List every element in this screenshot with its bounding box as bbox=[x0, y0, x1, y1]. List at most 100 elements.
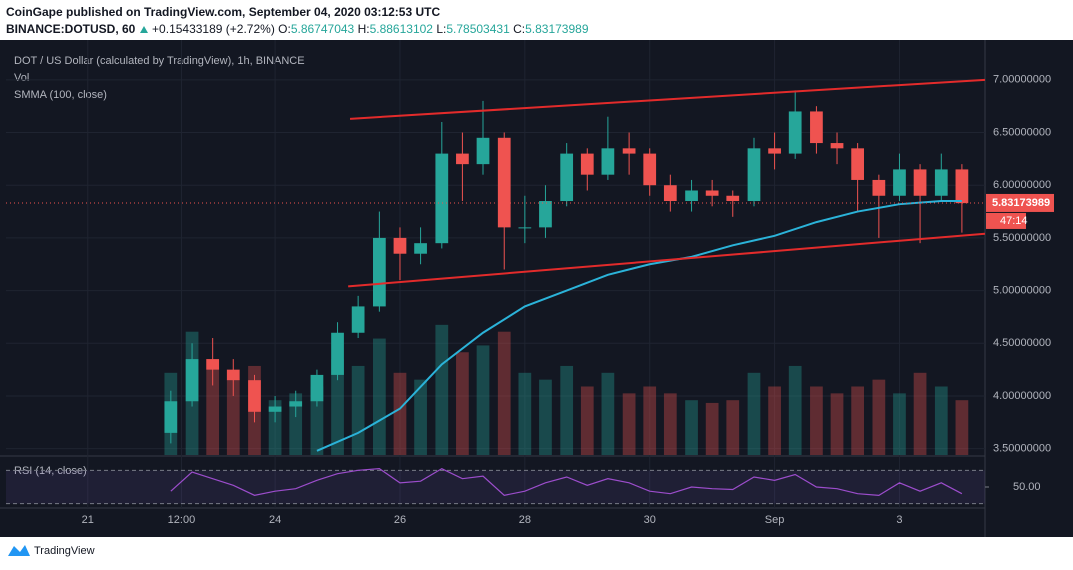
candle-body bbox=[872, 179, 886, 196]
candle-body bbox=[414, 243, 427, 254]
candle-body bbox=[851, 148, 864, 180]
candle-body bbox=[268, 406, 282, 412]
volume-bar bbox=[310, 386, 324, 455]
rsi-tick-label: 50.00 bbox=[1013, 481, 1041, 493]
x-tick-label: 24 bbox=[269, 514, 281, 526]
volume-bar bbox=[643, 386, 657, 455]
change: +0.15433189 (+2.72%) bbox=[152, 22, 275, 36]
candle-body bbox=[622, 148, 636, 154]
candle-body bbox=[726, 195, 740, 202]
rsi-legend: RSI (14, close) bbox=[14, 465, 87, 477]
y-tick-label: 5.50000000 bbox=[993, 232, 1051, 244]
volume-bar bbox=[373, 338, 386, 455]
ohlc-label: H: bbox=[357, 22, 370, 36]
smma-legend: SMMA (100, close) bbox=[14, 89, 107, 101]
footer-logo: TradingView bbox=[8, 545, 95, 557]
rsi-line bbox=[170, 467, 963, 496]
volume-legend: Vol bbox=[14, 72, 29, 84]
volume-bar bbox=[414, 379, 427, 455]
trend-line bbox=[348, 232, 986, 288]
candle-body bbox=[248, 380, 261, 412]
candle-body bbox=[788, 111, 802, 154]
header: CoinGape published on TradingView.com, S… bbox=[6, 4, 589, 38]
volume-bar bbox=[747, 372, 761, 455]
last-price-box bbox=[986, 193, 1054, 212]
x-tick-label: 12:00 bbox=[168, 514, 196, 526]
candle-body bbox=[331, 332, 344, 375]
trend-line bbox=[349, 78, 986, 120]
volume-bar bbox=[851, 386, 864, 455]
candle-body bbox=[497, 137, 511, 228]
volume-bar bbox=[539, 379, 552, 455]
ohlc: O:5.86747043 H:5.88613102 L:5.78503431 C… bbox=[278, 22, 588, 36]
volume-bar bbox=[331, 359, 344, 455]
volume-bar bbox=[913, 372, 927, 455]
volume-bar bbox=[580, 386, 594, 455]
y-tick-label: 7.00000000 bbox=[993, 74, 1051, 86]
candle-body bbox=[560, 153, 574, 202]
candle-body bbox=[456, 153, 469, 165]
candle-body bbox=[518, 227, 532, 229]
y-tick-label: 4.50000000 bbox=[993, 337, 1051, 349]
grid bbox=[6, 40, 985, 508]
volume-bar bbox=[893, 393, 906, 455]
ohlc-value: 5.83173989 bbox=[525, 22, 589, 36]
volume-bar bbox=[601, 372, 615, 455]
candle-body bbox=[476, 137, 490, 165]
volume-bar bbox=[830, 393, 844, 455]
candle-body bbox=[539, 201, 552, 228]
y-tick-label: 6.00000000 bbox=[993, 179, 1051, 191]
footer-brand: TradingView bbox=[34, 545, 95, 557]
candle-body bbox=[768, 148, 781, 154]
candle-body bbox=[185, 359, 199, 402]
x-tick-label: 26 bbox=[394, 514, 406, 526]
countdown-label: 47:14 bbox=[1000, 215, 1028, 227]
last-price-label: 5.83173989 bbox=[992, 197, 1050, 209]
candle-body bbox=[580, 153, 594, 175]
candle-body bbox=[705, 190, 719, 196]
ohlc-label: C: bbox=[513, 22, 526, 36]
smma-line bbox=[316, 200, 962, 452]
candle-body bbox=[955, 169, 969, 204]
up-arrow bbox=[139, 26, 148, 34]
volume-bar bbox=[872, 379, 886, 455]
volume-bar bbox=[393, 372, 407, 455]
volume-bar bbox=[497, 331, 511, 455]
candle-body bbox=[310, 374, 324, 402]
candle-body bbox=[810, 111, 823, 144]
candle-body bbox=[373, 237, 386, 307]
candle-body bbox=[164, 401, 178, 433]
x-tick-label: Sep bbox=[765, 514, 785, 526]
series-title: DOT / US Dollar (calculated by TradingVi… bbox=[14, 55, 305, 67]
candle-body bbox=[351, 306, 365, 333]
y-tick-label: 3.50000000 bbox=[993, 443, 1051, 455]
volume-bar bbox=[435, 324, 449, 455]
ohlc-value: 5.78503431 bbox=[446, 22, 510, 36]
candle-body bbox=[663, 185, 677, 202]
volume-bar bbox=[705, 402, 719, 455]
x-tick-label: 21 bbox=[82, 514, 94, 526]
candle-body bbox=[289, 401, 303, 407]
volume-bar bbox=[560, 365, 574, 455]
candle-body bbox=[393, 237, 407, 254]
candle-body bbox=[435, 153, 449, 244]
volume-bar bbox=[685, 400, 698, 455]
volume-bar bbox=[955, 400, 969, 455]
candle-body bbox=[601, 148, 615, 175]
volume-bar bbox=[788, 365, 802, 455]
volume-bar bbox=[518, 372, 532, 455]
volume-bar bbox=[289, 393, 303, 455]
volume-bar bbox=[622, 393, 636, 455]
ohlc-value: 5.86747043 bbox=[290, 22, 355, 36]
volume-bar bbox=[476, 345, 490, 455]
y-tick-label: 4.00000000 bbox=[993, 390, 1051, 402]
candle-body bbox=[685, 190, 698, 202]
symbol-line: BINANCE:DOTUSD, 60 +0.15433189 (+2.72%) … bbox=[6, 21, 589, 38]
volume-bar bbox=[726, 400, 740, 455]
chart-background bbox=[0, 40, 1073, 537]
candle-body bbox=[643, 153, 657, 186]
symbol: BINANCE:DOTUSD, 60 bbox=[6, 22, 136, 36]
volume-bar bbox=[456, 352, 469, 455]
